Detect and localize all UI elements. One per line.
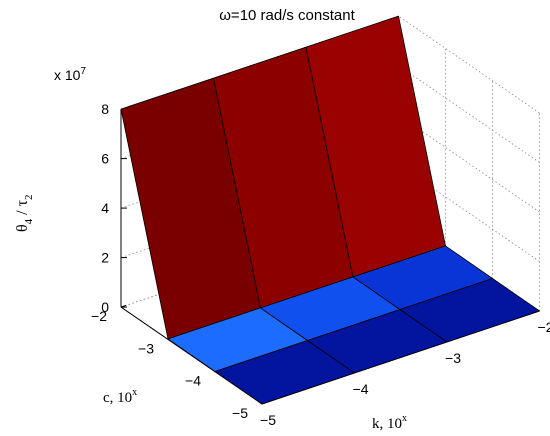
c-axis-label: c, 10x xyxy=(103,387,137,406)
grid-line xyxy=(398,114,540,213)
c-tick-label: −2 xyxy=(91,308,107,324)
z-tick-labels: 0 2 4 6 8 xyxy=(101,101,109,315)
c-tick-mark xyxy=(120,304,127,308)
grid-line xyxy=(398,164,540,262)
chart-title: ω=10 rad/s constant xyxy=(219,7,355,24)
k-tick-label: −5 xyxy=(260,412,276,428)
c-tick-label: −4 xyxy=(185,373,201,389)
k-tick-label: −3 xyxy=(445,350,461,366)
k-axis-label: k, 10x xyxy=(372,413,407,432)
z-tick-label: 4 xyxy=(101,200,109,216)
c-tick-label: −3 xyxy=(138,340,154,356)
z-tick-label: 8 xyxy=(101,101,109,117)
z-tick-label: 6 xyxy=(101,151,109,167)
k-tick-label: −2 xyxy=(538,319,550,335)
c-tick-labels: −2 −3 −4 −5 xyxy=(91,308,248,421)
grid-line xyxy=(398,65,540,163)
c-tick-label: −5 xyxy=(232,405,248,421)
z-tick-label: 0 xyxy=(101,299,109,315)
z-multiplier: x 107 xyxy=(54,66,86,83)
z-axis-label: θ4 / τ2 xyxy=(14,194,35,232)
grid-line xyxy=(398,15,540,114)
k-tick-label: −4 xyxy=(353,381,369,397)
k-tick-labels: −5 −4 −3 −2 xyxy=(260,319,550,428)
surface-patch xyxy=(399,278,540,343)
svg-text:θ4 / τ2: θ4 / τ2 xyxy=(14,194,35,232)
surface-patches xyxy=(120,15,540,405)
z-tick-label: 2 xyxy=(101,250,109,266)
